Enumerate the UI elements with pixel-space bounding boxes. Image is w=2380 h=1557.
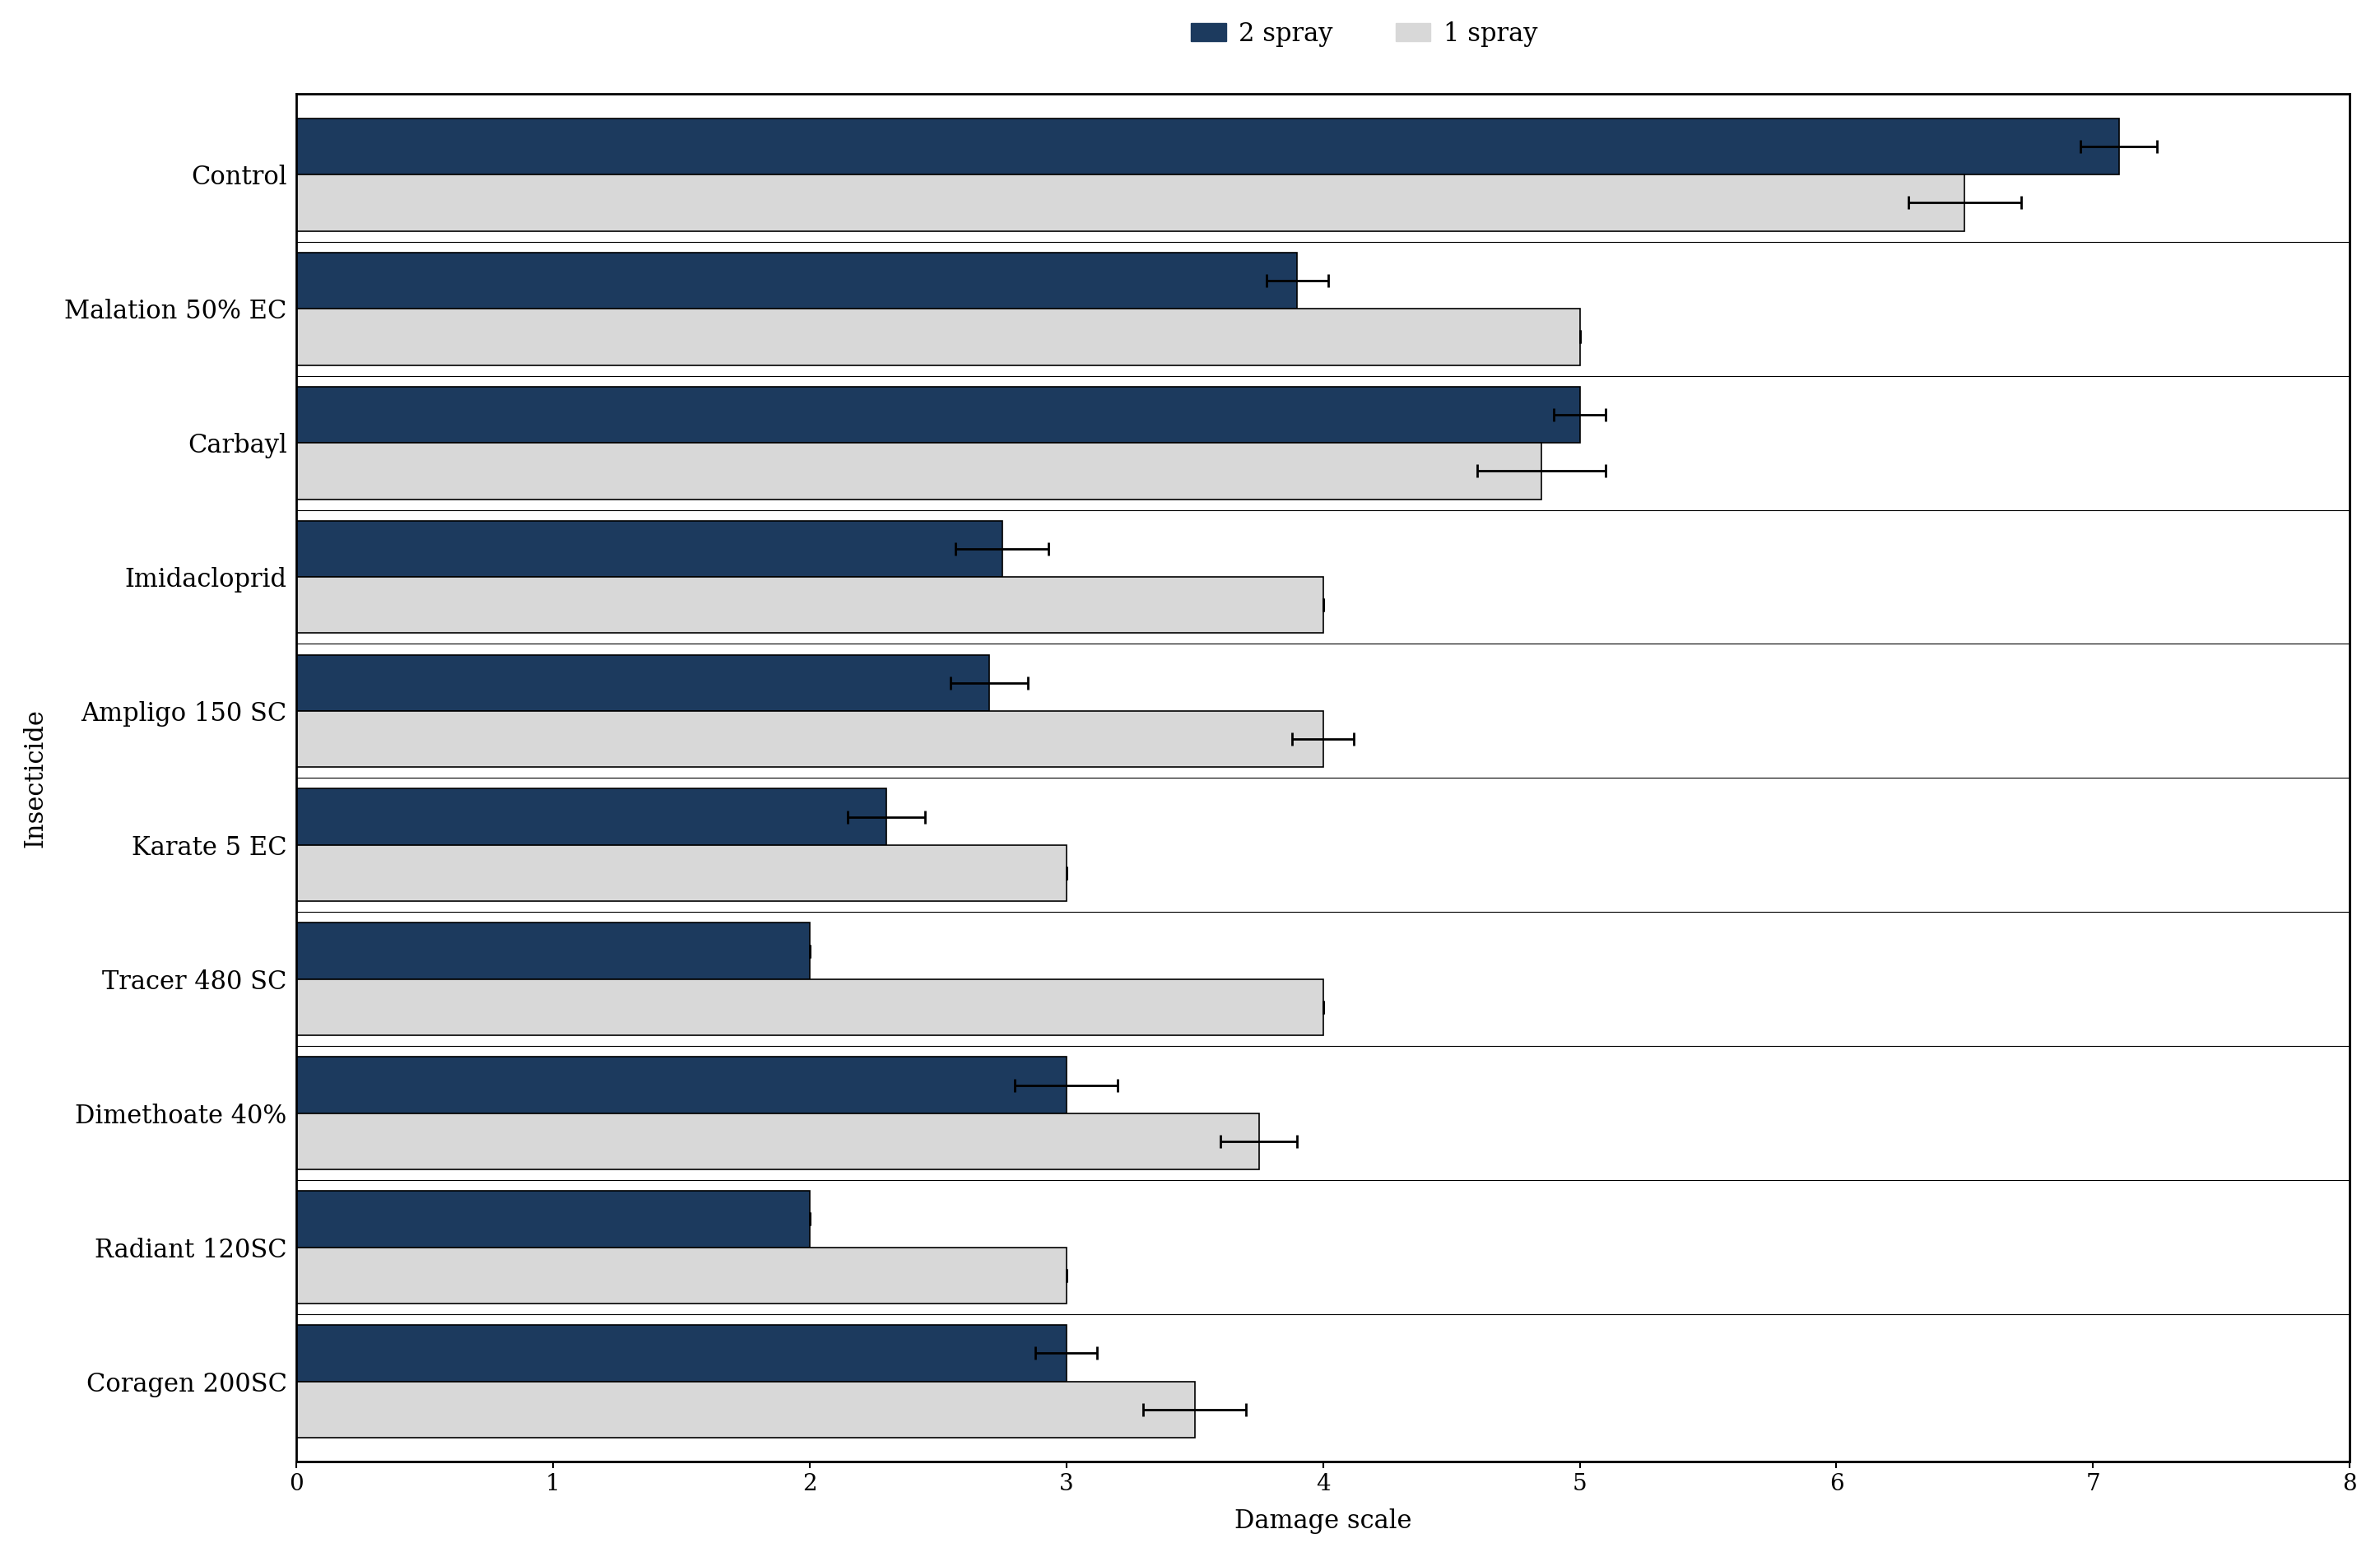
Bar xyxy=(295,789,885,845)
Bar xyxy=(295,1381,1195,1437)
Bar xyxy=(295,923,809,979)
Bar xyxy=(295,1247,1066,1303)
Bar xyxy=(295,1191,809,1247)
Bar xyxy=(295,578,1323,634)
Bar xyxy=(295,845,1066,902)
Bar xyxy=(295,308,1580,364)
Bar xyxy=(295,1325,1066,1381)
Bar xyxy=(295,654,990,712)
Bar xyxy=(295,979,1323,1035)
Bar xyxy=(295,386,1580,442)
Bar xyxy=(295,252,1297,308)
Bar xyxy=(295,1113,1259,1169)
Bar xyxy=(295,174,1966,230)
Bar xyxy=(295,118,2118,174)
X-axis label: Damage scale: Damage scale xyxy=(1235,1509,1411,1534)
Bar xyxy=(295,712,1323,768)
Y-axis label: Insecticide: Insecticide xyxy=(24,708,48,847)
Bar xyxy=(295,520,1002,578)
Bar xyxy=(295,442,1542,500)
Legend: 2 spray, 1 spray: 2 spray, 1 spray xyxy=(1180,11,1547,56)
Bar xyxy=(295,1057,1066,1113)
